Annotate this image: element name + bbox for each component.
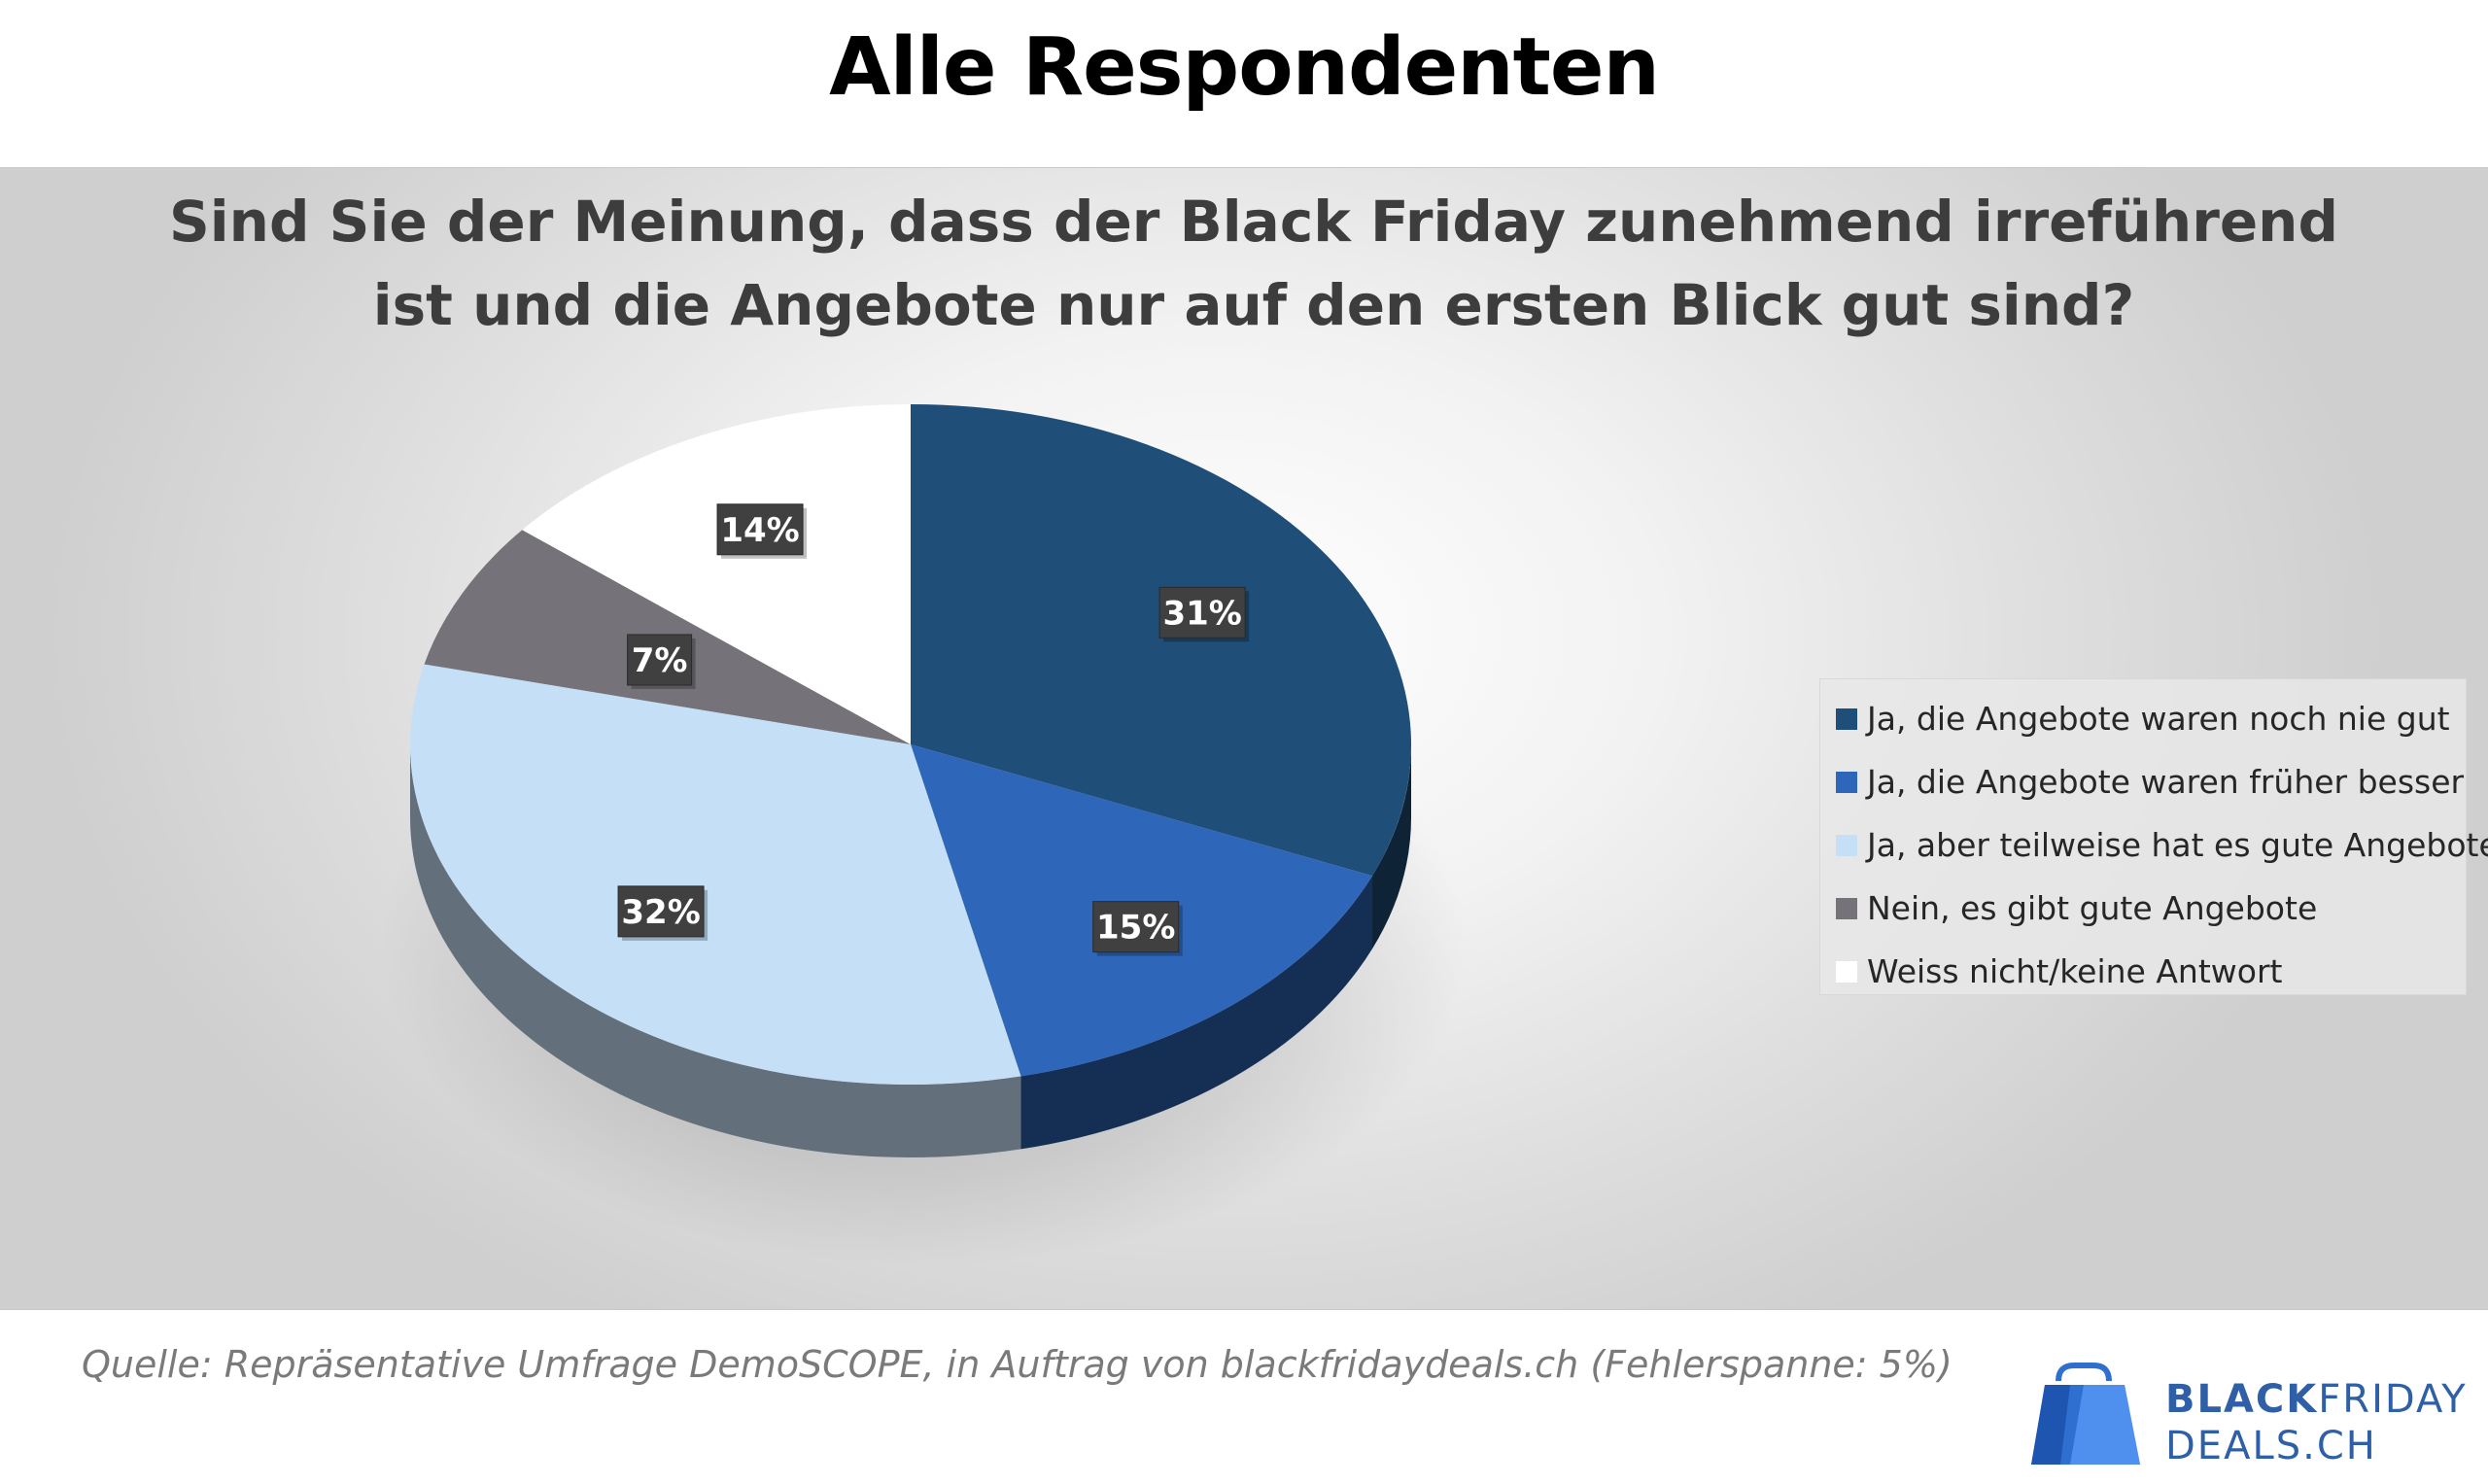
brand-friday: FRIDAY <box>2318 1377 2467 1422</box>
source-note: Quelle: Repräsentative Umfrage DemoSCOPE… <box>82 1343 1952 1386</box>
legend-swatch <box>1836 960 1857 983</box>
pie-side-ja-die-angebote-waren-noch-nie-gut <box>1372 744 1411 949</box>
chart-title: Sind Sie der Meinung, dass der Black Fri… <box>0 180 2488 347</box>
data-label-ja-aber-teilweise-hat-es-gute-angebote: 32% <box>617 885 708 941</box>
pie-slice-ja-aber-teilweise-hat-es-gute-angebote <box>409 664 1021 1085</box>
data-label-ja-die-angebote-waren-fr-her-besser: 15% <box>1092 901 1183 956</box>
legend-swatch <box>1836 897 1857 919</box>
pie-side-ja-aber-teilweise-hat-es-gute-angebote <box>410 744 1021 1157</box>
data-label-text: 7% <box>632 641 688 680</box>
pie-slice-weiss-nicht-keine-antwort <box>522 404 911 744</box>
legend-item-ja-die-angebote-waren-fr-her-besser: Ja, die Angebote waren früher besser <box>1836 750 2466 813</box>
data-label-ja-die-angebote-waren-noch-nie-gut: 31% <box>1158 586 1250 642</box>
legend-label: Nein, es gibt gute Angebote <box>1867 889 2318 927</box>
pie-chart: 31% 15% 32% 7% 14% <box>379 404 1468 1266</box>
legend-item-ja-aber-teilweise-hat-es-gute-angebote: Ja, aber teilweise hat es gute Angebote <box>1836 813 2488 877</box>
pie-side-ja-die-angebote-waren-fr-her-besser <box>1020 876 1373 1150</box>
legend-item-ja-die-angebote-waren-noch-nie-gut: Ja, die Angebote waren noch nie gut <box>1836 687 2466 750</box>
data-label-text: 15% <box>1096 909 1175 948</box>
data-label-weiss-nicht-keine-antwort: 14% <box>716 503 808 559</box>
pie-slice-ja-die-angebote-waren-noch-nie-gut <box>911 404 1411 877</box>
shopping-bag-icon <box>2031 1363 2140 1465</box>
legend-label: Weiss nicht/keine Antwort <box>1867 952 2283 990</box>
page-title: Alle Respondenten <box>829 21 1660 114</box>
legend-swatch <box>1836 834 1857 856</box>
legend-swatch <box>1836 707 1857 730</box>
legend-swatch <box>1836 771 1857 793</box>
chart-legend: Ja, die Angebote waren noch nie gut Ja, d… <box>1819 678 2488 995</box>
legend-label: Ja, die Angebote waren noch nie gut <box>1867 700 2450 738</box>
data-label-text: 14% <box>720 511 799 550</box>
brand-logo: BLACKFRIDAY DEALS.CH <box>2031 1363 2468 1468</box>
legend-item-weiss-nicht-keine-antwort: Weiss nicht/keine Antwort <box>1836 940 2466 1003</box>
pie-sides <box>410 744 1411 1157</box>
brand-black: BLACK <box>2165 1377 2318 1422</box>
pie-tops <box>409 404 1411 1085</box>
chart-title-line-1: Sind Sie der Meinung, dass der Black Fri… <box>169 189 2338 255</box>
legend-item-nein-es-gibt-gute-angebote: Nein, es gibt gute Angebote <box>1836 877 2466 940</box>
legend-label: Ja, aber teilweise hat es gute Angebote <box>1867 826 2488 864</box>
data-label-nein-es-gibt-gute-angebote: 7% <box>627 634 696 689</box>
brand-deals: DEALS.CH <box>2165 1424 2377 1468</box>
pie-data-labels: 31% 15% 32% 7% 14% <box>617 503 1250 956</box>
chart-title-line-2: ist und die Angebote nur auf den ersten … <box>372 272 2135 338</box>
data-label-text: 32% <box>621 893 700 932</box>
svg-text:BLACKFRIDAY: BLACKFRIDAY <box>2165 1377 2468 1422</box>
legend-label: Ja, die Angebote waren früher besser <box>1867 763 2465 801</box>
data-label-text: 31% <box>1162 594 1241 633</box>
chart-panel: Sind Sie der Meinung, dass der Black Fri… <box>0 167 2488 1310</box>
